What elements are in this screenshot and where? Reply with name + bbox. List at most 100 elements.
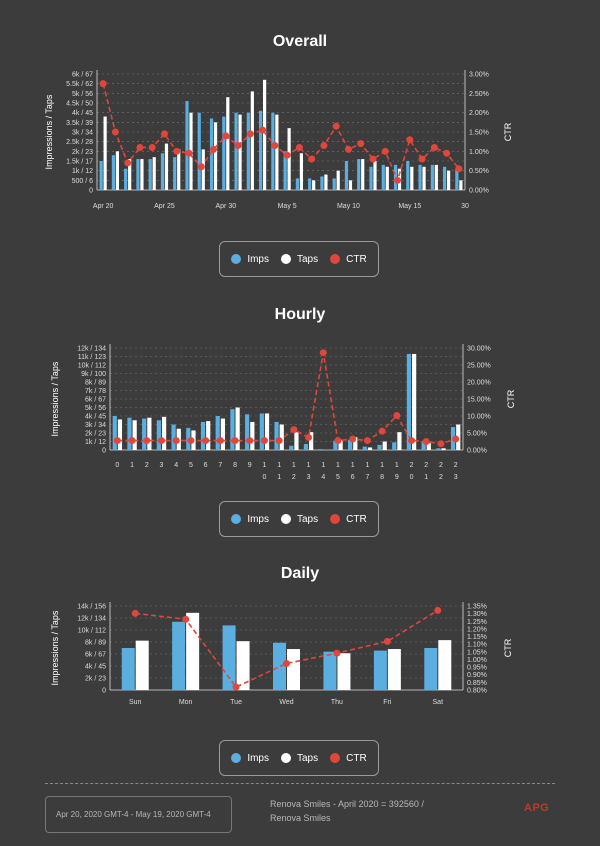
ctr-point bbox=[320, 142, 328, 150]
imps-bar bbox=[362, 446, 367, 450]
imps-bar bbox=[295, 178, 299, 190]
overall-chart: 0 500 / 6 1k / 12 1.5k / 17 2k / 23 2.5k / 28… bbox=[44, 70, 513, 210]
y2-tick-label: 15.00% bbox=[467, 397, 491, 404]
y-tick-label: 3k / 34 bbox=[72, 130, 93, 137]
account-line-1: Renova Smiles - April 2020 = 392560 / bbox=[270, 799, 424, 809]
imps-bar bbox=[259, 110, 263, 190]
imps-bar bbox=[333, 440, 338, 450]
imps-bar bbox=[209, 118, 214, 190]
imps-bar bbox=[259, 413, 264, 450]
x-tick-label: May 15 bbox=[398, 203, 421, 210]
hourly-title: Hourly bbox=[274, 306, 326, 323]
daily-legend: Imps Taps CTR bbox=[219, 740, 379, 776]
y-tick-label: 2k / 23 bbox=[85, 676, 106, 683]
ctr-point bbox=[305, 433, 313, 441]
imps-bar bbox=[246, 112, 250, 190]
y2-tick-label: 0.00% bbox=[467, 448, 487, 455]
taps-bar bbox=[164, 143, 169, 190]
x-tick-label: 0 bbox=[262, 474, 266, 481]
x-tick-label: 1 bbox=[395, 462, 399, 469]
y-axis-title: Impressions / Taps bbox=[50, 361, 60, 436]
y-tick-label: 11k / 123 bbox=[78, 354, 106, 361]
x-tick-label: Wed bbox=[279, 699, 293, 706]
taps-bar bbox=[128, 159, 132, 190]
imps-bar bbox=[111, 155, 115, 190]
y2-tick-label: 0.80% bbox=[467, 688, 487, 695]
date-range-selector[interactable]: Apr 20, 2020 GMT-4 - May 19, 2020 GMT-4 bbox=[45, 796, 232, 833]
imps-bar bbox=[406, 161, 410, 190]
taps-bar bbox=[385, 166, 389, 190]
x-tick-label: 1 bbox=[351, 462, 355, 469]
imps-bar bbox=[234, 112, 238, 190]
legend-ctr: CTR bbox=[330, 254, 367, 265]
x-tick-label: 3 bbox=[454, 474, 458, 481]
ctr-point bbox=[319, 349, 327, 357]
taps-bar bbox=[434, 164, 438, 190]
y2-tick-label: 1.15% bbox=[467, 634, 487, 641]
legend-imps-label: Imps bbox=[247, 752, 269, 764]
y-axis-title: Impressions / Taps bbox=[44, 94, 54, 169]
y-tick-label: 3.5k / 39 bbox=[66, 120, 93, 127]
ctr-point bbox=[173, 147, 181, 155]
ctr-point bbox=[111, 128, 119, 136]
x-tick-label: 8 bbox=[380, 474, 384, 481]
imps-bar bbox=[271, 112, 275, 190]
y-tick-label: 2k / 23 bbox=[72, 149, 93, 156]
y2-tick-label: 10.00% bbox=[467, 414, 491, 421]
ctr-point bbox=[231, 437, 239, 445]
x-tick-label: 8 bbox=[233, 462, 237, 469]
x-tick-label: 2 bbox=[439, 474, 443, 481]
imps-bar bbox=[418, 164, 422, 190]
imps-bar bbox=[160, 153, 165, 190]
x-tick-label: 1 bbox=[380, 462, 384, 469]
ctr-point bbox=[378, 427, 386, 435]
x-tick-label: 7 bbox=[218, 462, 222, 469]
ctr-point bbox=[437, 440, 445, 448]
y2-tick-label: 1.20% bbox=[467, 626, 487, 633]
taps-bar bbox=[309, 432, 314, 450]
imps-bar bbox=[308, 178, 312, 190]
imps-bar bbox=[357, 159, 361, 190]
ctr-line bbox=[102, 83, 460, 183]
imps-bar bbox=[136, 159, 140, 190]
imps-bar bbox=[230, 409, 235, 450]
ctr-point bbox=[148, 143, 156, 151]
y2-tick-label: 1.50% bbox=[469, 130, 489, 137]
x-tick-label: Tue bbox=[230, 699, 242, 706]
y-tick-label: 0 bbox=[102, 688, 106, 695]
legend-imps-label: Imps bbox=[247, 253, 269, 265]
x-tick-label: 6 bbox=[204, 462, 208, 469]
imps-swatch bbox=[231, 753, 242, 763]
taps-bar bbox=[336, 170, 340, 190]
imps-bar bbox=[245, 414, 250, 450]
ctr-point bbox=[332, 122, 340, 130]
imps-swatch bbox=[231, 254, 242, 264]
ctr-point bbox=[157, 437, 165, 445]
y2-tick-label: 1.05% bbox=[467, 649, 487, 656]
imps-bar bbox=[443, 166, 447, 190]
x-tick-label: Sat bbox=[433, 699, 444, 706]
y2-tick-label: 1.25% bbox=[467, 619, 487, 626]
imps-bar bbox=[200, 421, 206, 450]
imps-swatch bbox=[231, 514, 242, 524]
ctr-point bbox=[408, 437, 416, 445]
imps-bar bbox=[283, 151, 287, 190]
imps-bar bbox=[127, 417, 132, 450]
hourly-legend: Imps Taps CTR bbox=[219, 501, 379, 537]
ctr-swatch bbox=[330, 254, 341, 264]
y2-tick-label: 1.10% bbox=[467, 642, 487, 649]
imps-bar bbox=[273, 642, 286, 690]
imps-bar bbox=[347, 439, 353, 450]
ctr-point bbox=[393, 411, 401, 419]
imps-bar bbox=[156, 420, 161, 450]
ctr-point bbox=[182, 615, 190, 623]
taps-bar bbox=[337, 653, 351, 690]
y2-tick-label: 0.50% bbox=[469, 168, 489, 175]
y2-axis-title: CTR bbox=[503, 122, 513, 141]
x-tick-label: May 10 bbox=[337, 203, 360, 210]
ctr-point bbox=[349, 435, 357, 443]
ctr-point bbox=[357, 140, 365, 148]
taps-bar bbox=[353, 437, 358, 450]
x-tick-label: 1 bbox=[365, 462, 369, 469]
